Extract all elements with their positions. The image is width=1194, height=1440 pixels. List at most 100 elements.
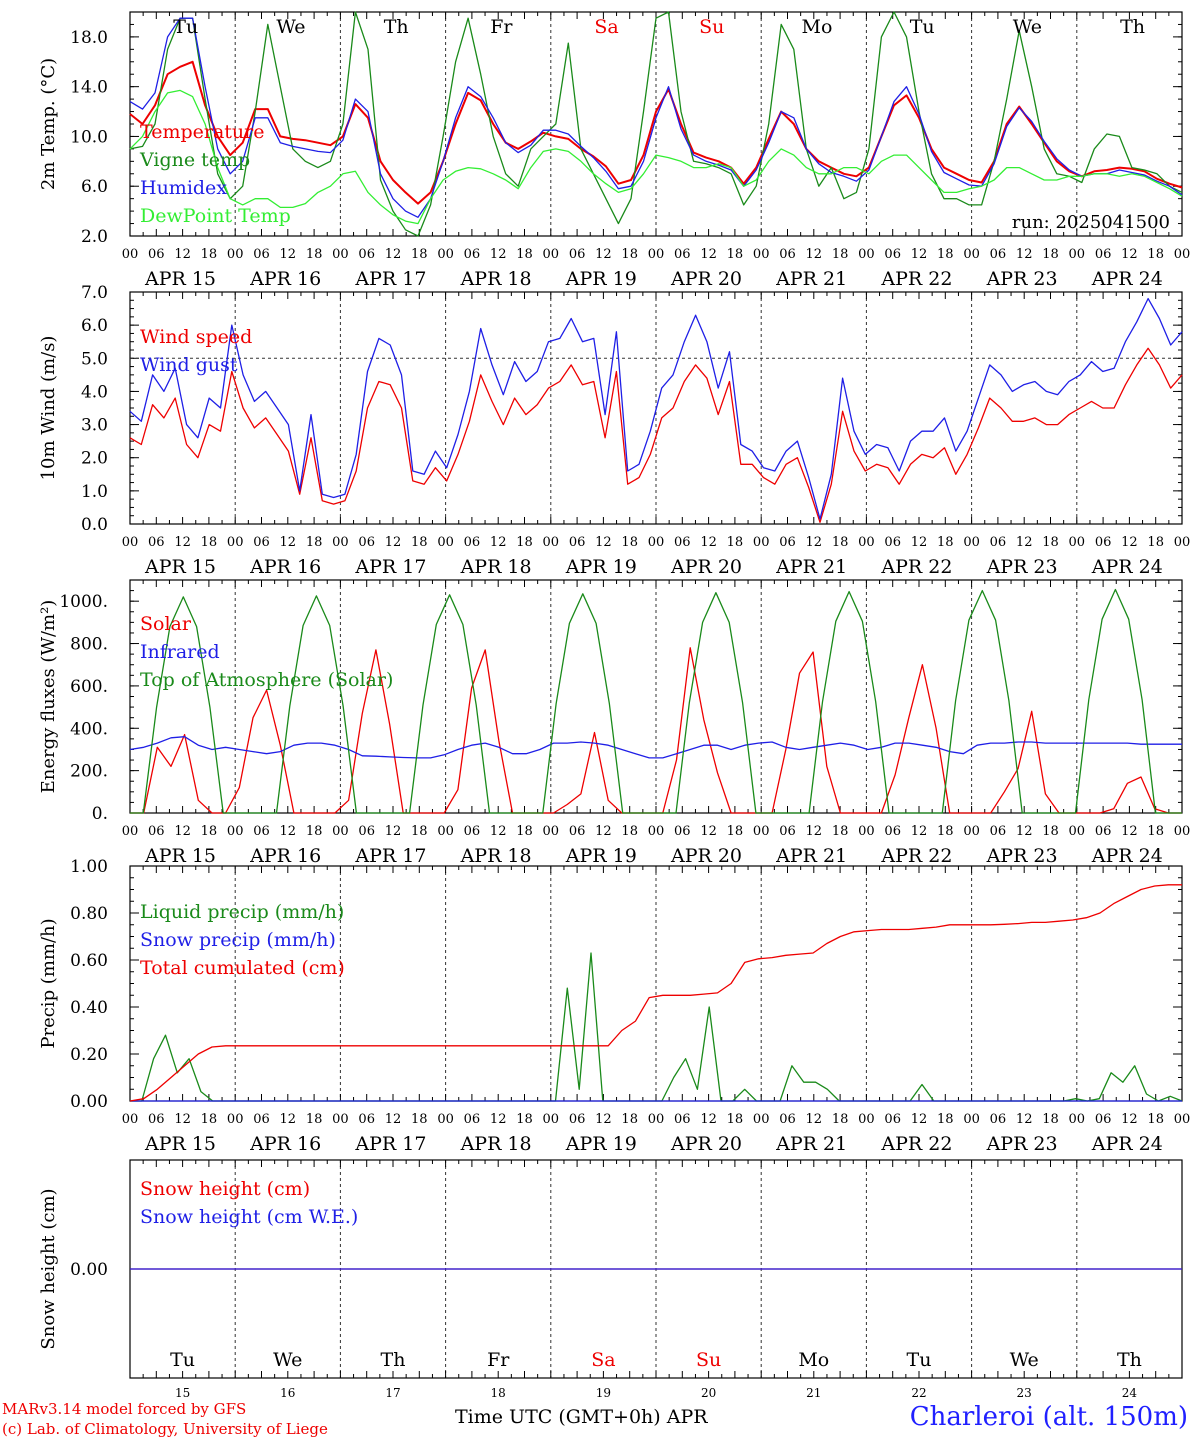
hour-tick-label: 00 [437,247,454,262]
hour-tick-label: 06 [1095,247,1112,262]
hour-tick-label: 12 [174,535,191,550]
y-tick-label: 4.0 [81,382,108,402]
date-label: APR 16 [249,1133,321,1155]
y-tick-label: 0.40 [70,998,108,1018]
date-label: APR 23 [986,556,1058,578]
hour-tick-label: 00 [1069,1112,1086,1127]
hour-tick-label: 12 [911,824,928,839]
hour-tick-label: 18 [411,535,428,550]
series-line-dewpoint-temp [129,89,1183,225]
hour-tick-label: 00 [1174,535,1191,550]
y-tick-label: 1000. [59,592,108,612]
hour-tick-label: 12 [595,247,612,262]
hour-tick-label: 12 [385,824,402,839]
hour-tick-label: 00 [332,535,349,550]
hour-tick-label: 12 [595,1112,612,1127]
hour-tick-label: 18 [1147,824,1164,839]
y-tick-label: 0. [92,804,108,824]
date-label: APR 17 [354,556,426,578]
hour-tick-label: 00 [648,247,665,262]
hour-tick-label: 00 [1174,1112,1191,1127]
date-label: APR 22 [880,268,952,290]
hour-tick-label: 00 [963,535,980,550]
hour-tick-label: 06 [464,535,481,550]
hour-tick-label: 18 [621,535,638,550]
hour-tick-label: 00 [1069,535,1086,550]
hour-tick-label: 12 [385,1112,402,1127]
hour-tick-label: 00 [858,247,875,262]
series-line-top-of-atmosphere-solar- [130,588,1182,814]
date-label: APR 22 [880,1133,952,1155]
weekday-label: Fr [490,16,513,38]
legend-entry: Liquid precip (mm/h) [140,901,344,923]
y-tick-label: 5.0 [81,349,108,369]
legend-entry: Top of Atmosphere (Solar) [140,669,393,691]
hour-tick-label: 18 [306,1112,323,1127]
lab-credit: (c) Lab. of Climatology, University of L… [2,1420,328,1438]
weekday-label: Th [384,16,409,38]
hour-tick-label: 06 [569,824,586,839]
day-number-label: 22 [911,1386,926,1400]
hour-tick-label: 12 [700,1112,717,1127]
hour-tick-label: 12 [911,247,928,262]
hour-tick-label: 12 [174,247,191,262]
legend-entry: Snow height (cm) [140,1178,310,1200]
hour-tick-label: 06 [358,247,375,262]
legend-entry: Solar [140,613,192,635]
hour-tick-label: 18 [832,824,849,839]
hour-tick-label: 00 [963,247,980,262]
hour-tick-label: 12 [1016,535,1033,550]
hour-tick-label: 12 [1121,247,1138,262]
weekday-label: Tu [907,1349,932,1371]
series-line-temperature [129,60,1183,205]
y-axis-label: Energy fluxes (W/m²) [38,600,59,794]
hour-tick-label: 18 [832,1112,849,1127]
hour-tick-label: 06 [358,1112,375,1127]
date-label: APR 20 [670,845,742,867]
hour-tick-label: 18 [1147,1112,1164,1127]
weekday-label: We [273,1349,302,1371]
hour-tick-label: 06 [148,247,165,262]
hour-tick-label: 00 [1174,824,1191,839]
day-number-label: 19 [596,1386,611,1400]
y-tick-label: 14.0 [70,78,108,98]
date-label: APR 17 [354,845,426,867]
run-annotation: run: 2025041500 [1012,212,1170,233]
hour-tick-label: 12 [280,824,297,839]
hour-tick-label: 12 [490,824,507,839]
hour-tick-label: 18 [1042,1112,1059,1127]
hour-tick-label: 12 [490,1112,507,1127]
hour-tick-label: 00 [753,824,770,839]
legend-entry: Snow height (cm W.E.) [140,1206,358,1228]
hour-tick-label: 12 [280,535,297,550]
hour-tick-label: 12 [806,535,823,550]
series-line-total-cumulated-cm- [129,884,1182,1102]
y-tick-label: 0.20 [70,1045,108,1065]
hour-tick-label: 00 [648,824,665,839]
hour-tick-label: 06 [674,535,691,550]
y-tick-label: 6.0 [81,316,108,336]
hour-tick-label: 06 [464,824,481,839]
weekday-label: Mo [798,1349,829,1371]
weekday-label: We [276,16,305,38]
date-label: APR 24 [1091,1133,1163,1155]
hour-tick-label: 00 [437,824,454,839]
hour-tick-label: 18 [201,824,218,839]
y-tick-label: 400. [70,719,108,739]
date-label: APR 18 [460,845,532,867]
date-label: APR 15 [144,268,216,290]
hour-tick-label: 18 [832,535,849,550]
hour-tick-label: 18 [306,824,323,839]
hour-tick-label: 18 [727,1112,744,1127]
hour-tick-label: 00 [437,1112,454,1127]
hour-tick-label: 06 [990,247,1007,262]
x-axis-title: Time UTC (GMT+0h) APR [455,1406,708,1428]
y-tick-label: 6.0 [81,177,108,197]
day-number-label: 15 [175,1386,190,1400]
hour-tick-label: 06 [990,535,1007,550]
y-axis-label: Precip (mm/h) [38,918,59,1048]
hour-tick-label: 00 [963,824,980,839]
hour-tick-label: 06 [253,824,270,839]
hour-tick-label: 18 [306,535,323,550]
hour-tick-label: 18 [1042,824,1059,839]
